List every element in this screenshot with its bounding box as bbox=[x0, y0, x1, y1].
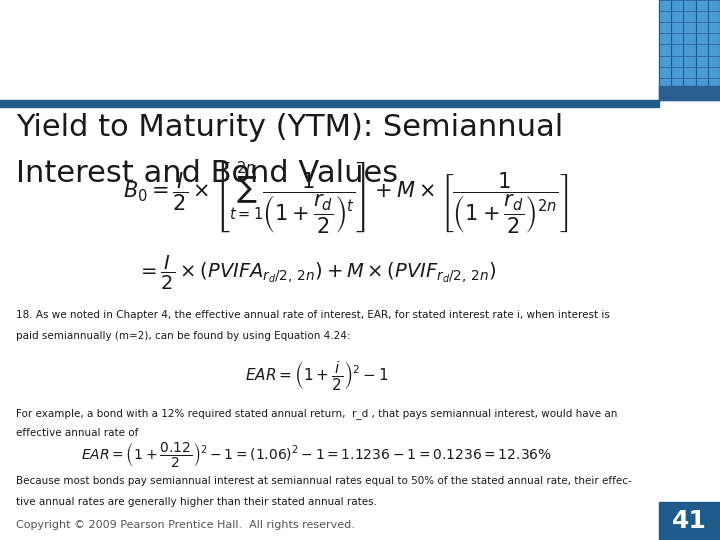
Text: $= \dfrac{I}{2} \times (PVIFA_{r_d/2,\,2n}) + M \times (PVIF_{r_d/2,\,2n})$: $= \dfrac{I}{2} \times (PVIFA_{r_d/2,\,2… bbox=[137, 254, 497, 292]
Bar bbox=[659, 0, 720, 100]
Text: 41: 41 bbox=[672, 509, 707, 533]
Text: $B_0 = \dfrac{I}{2} \times \left[ \sum_{t=1}^{2n} \dfrac{1}{\left(1 + \dfrac{r_d: $B_0 = \dfrac{I}{2} \times \left[ \sum_{… bbox=[123, 159, 568, 235]
Text: Copyright © 2009 Pearson Prentice Hall.  All rights reserved.: Copyright © 2009 Pearson Prentice Hall. … bbox=[16, 520, 355, 530]
Text: $EAR = \left(1 + \dfrac{i}{2}\right)^2 - 1$: $EAR = \left(1 + \dfrac{i}{2}\right)^2 -… bbox=[245, 359, 389, 392]
Bar bbox=[659, 86, 720, 100]
Text: paid semiannually (m=2), can be found by using Equation 4.24:: paid semiannually (m=2), can be found by… bbox=[16, 331, 351, 341]
Text: For example, a bond with a 12% required stated annual return,  r_d , that pays s: For example, a bond with a 12% required … bbox=[16, 408, 617, 418]
Bar bbox=[0, 100, 659, 107]
Bar bbox=[659, 502, 720, 540]
Text: effective annual rate of: effective annual rate of bbox=[16, 428, 138, 438]
Text: 18. As we noted in Chapter 4, the effective annual rate of interest, EAR, for st: 18. As we noted in Chapter 4, the effect… bbox=[16, 310, 610, 321]
Text: Interest and Bond Values: Interest and Bond Values bbox=[16, 159, 398, 188]
Text: tive annual rates are generally higher than their stated annual rates.: tive annual rates are generally higher t… bbox=[16, 497, 377, 507]
Text: Because most bonds pay semiannual interest at semiannual rates equal to 50% of t: Because most bonds pay semiannual intere… bbox=[16, 476, 631, 487]
Text: Yield to Maturity (YTM): Semiannual: Yield to Maturity (YTM): Semiannual bbox=[16, 113, 563, 143]
Text: $EAR = \left(1 + \dfrac{0.12}{2}\right)^2 - 1 = (1.06)^2 - 1 = 1.1236 - 1 = 0.12: $EAR = \left(1 + \dfrac{0.12}{2}\right)^… bbox=[81, 440, 552, 469]
